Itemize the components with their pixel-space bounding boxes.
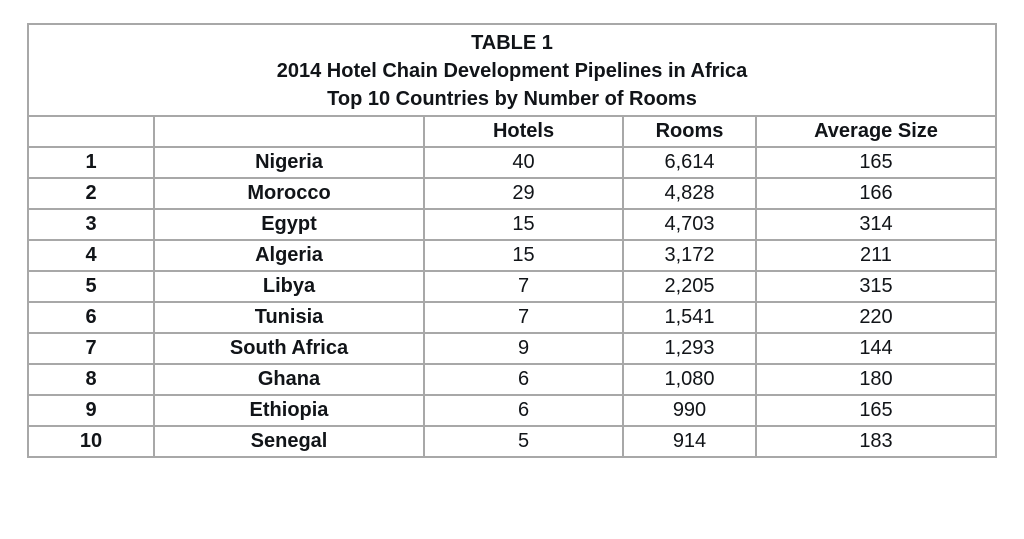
table-row: 9 Ethiopia 6 990 165 bbox=[27, 394, 997, 427]
table-row: 2 Morocco 29 4,828 166 bbox=[27, 177, 997, 210]
rank-cell: 4 bbox=[27, 239, 155, 272]
rooms-cell: 914 bbox=[622, 425, 757, 458]
hotels-cell: 7 bbox=[423, 301, 624, 334]
country-cell: Senegal bbox=[153, 425, 425, 458]
header-row: Hotels Rooms Average Size bbox=[27, 115, 997, 148]
hotels-cell: 9 bbox=[423, 332, 624, 365]
rank-cell: 1 bbox=[27, 146, 155, 179]
header-rooms: Rooms bbox=[622, 115, 757, 148]
average-size-cell: 183 bbox=[755, 425, 997, 458]
country-cell: Morocco bbox=[153, 177, 425, 210]
table-row: 1 Nigeria 40 6,614 165 bbox=[27, 146, 997, 179]
hotels-cell: 15 bbox=[423, 208, 624, 241]
title-line-3: Top 10 Countries by Number of Rooms bbox=[327, 88, 697, 110]
title-row: TABLE 1 2014 Hotel Chain Development Pip… bbox=[27, 23, 997, 117]
hotels-cell: 5 bbox=[423, 425, 624, 458]
hotels-cell: 7 bbox=[423, 270, 624, 303]
hotels-cell: 6 bbox=[423, 394, 624, 427]
country-cell: Egypt bbox=[153, 208, 425, 241]
header-country bbox=[153, 115, 425, 148]
rank-cell: 6 bbox=[27, 301, 155, 334]
rooms-cell: 1,080 bbox=[622, 363, 757, 396]
table-row: 6 Tunisia 7 1,541 220 bbox=[27, 301, 997, 334]
country-cell: Algeria bbox=[153, 239, 425, 272]
header-average-size: Average Size bbox=[755, 115, 997, 148]
average-size-cell: 165 bbox=[755, 394, 997, 427]
rooms-cell: 3,172 bbox=[622, 239, 757, 272]
title-line-1: TABLE 1 bbox=[471, 32, 553, 54]
average-size-cell: 314 bbox=[755, 208, 997, 241]
header-rank bbox=[27, 115, 155, 148]
average-size-cell: 315 bbox=[755, 270, 997, 303]
rooms-cell: 6,614 bbox=[622, 146, 757, 179]
country-cell: Ghana bbox=[153, 363, 425, 396]
average-size-cell: 166 bbox=[755, 177, 997, 210]
rank-cell: 9 bbox=[27, 394, 155, 427]
rooms-cell: 990 bbox=[622, 394, 757, 427]
country-cell: Libya bbox=[153, 270, 425, 303]
rooms-cell: 1,293 bbox=[622, 332, 757, 365]
hotels-cell: 15 bbox=[423, 239, 624, 272]
rank-cell: 2 bbox=[27, 177, 155, 210]
average-size-cell: 220 bbox=[755, 301, 997, 334]
average-size-cell: 211 bbox=[755, 239, 997, 272]
rooms-cell: 4,703 bbox=[622, 208, 757, 241]
table-title: TABLE 1 2014 Hotel Chain Development Pip… bbox=[27, 23, 997, 117]
country-cell: Ethiopia bbox=[153, 394, 425, 427]
title-line-2: 2014 Hotel Chain Development Pipelines i… bbox=[276, 60, 748, 82]
table-row: 10 Senegal 5 914 183 bbox=[27, 425, 997, 458]
table-row: 5 Libya 7 2,205 315 bbox=[27, 270, 997, 303]
rank-cell: 7 bbox=[27, 332, 155, 365]
hotels-cell: 29 bbox=[423, 177, 624, 210]
average-size-cell: 180 bbox=[755, 363, 997, 396]
table-row: 7 South Africa 9 1,293 144 bbox=[27, 332, 997, 365]
table-row: 8 Ghana 6 1,080 180 bbox=[27, 363, 997, 396]
country-cell: South Africa bbox=[153, 332, 425, 365]
rank-cell: 8 bbox=[27, 363, 155, 396]
rank-cell: 10 bbox=[27, 425, 155, 458]
rooms-cell: 4,828 bbox=[622, 177, 757, 210]
rank-cell: 5 bbox=[27, 270, 155, 303]
hotel-pipeline-table: TABLE 1 2014 Hotel Chain Development Pip… bbox=[27, 23, 997, 458]
table-row: 3 Egypt 15 4,703 314 bbox=[27, 208, 997, 241]
header-hotels: Hotels bbox=[423, 115, 624, 148]
country-cell: Tunisia bbox=[153, 301, 425, 334]
rank-cell: 3 bbox=[27, 208, 155, 241]
rooms-cell: 1,541 bbox=[622, 301, 757, 334]
hotels-cell: 6 bbox=[423, 363, 624, 396]
average-size-cell: 144 bbox=[755, 332, 997, 365]
country-cell: Nigeria bbox=[153, 146, 425, 179]
rooms-cell: 2,205 bbox=[622, 270, 757, 303]
average-size-cell: 165 bbox=[755, 146, 997, 179]
table-row: 4 Algeria 15 3,172 211 bbox=[27, 239, 997, 272]
hotels-cell: 40 bbox=[423, 146, 624, 179]
